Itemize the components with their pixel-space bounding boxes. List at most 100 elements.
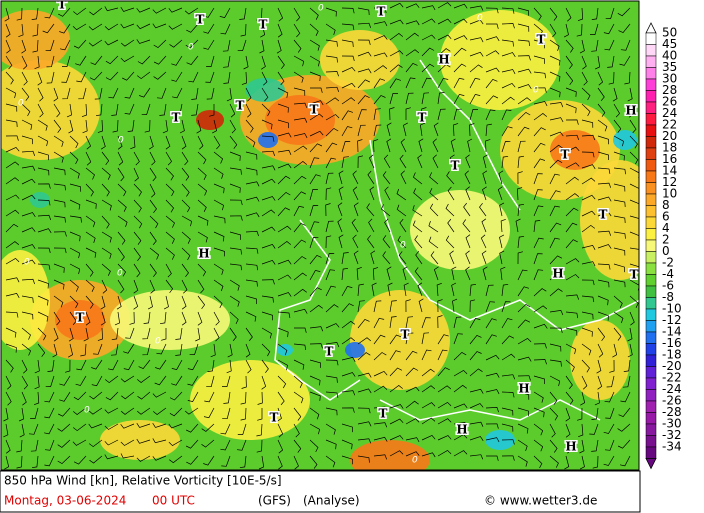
wind-barb — [389, 316, 397, 329]
wind-barb — [21, 244, 36, 249]
wind-barb — [5, 87, 17, 99]
wind-barb — [124, 103, 135, 115]
wind-barb — [432, 138, 439, 153]
wind-barb — [261, 259, 276, 265]
wind-barb — [565, 258, 580, 265]
wind-barb — [366, 203, 375, 217]
wind-barb — [4, 455, 10, 470]
wind-barb — [581, 244, 596, 250]
wind-barb — [405, 350, 418, 361]
wind-barb — [5, 194, 20, 201]
wind-barb — [136, 455, 151, 462]
wind-barb — [37, 295, 49, 306]
wind-barb — [517, 356, 532, 362]
wind-barb — [165, 215, 175, 228]
pressure-centre: T — [599, 208, 608, 222]
wind-barb — [370, 250, 376, 265]
wind-barb — [549, 131, 564, 137]
wind-barb — [181, 231, 191, 244]
wind-barb — [91, 359, 103, 370]
wind-barb — [517, 68, 532, 74]
wind-barb — [591, 7, 599, 20]
wind-barb — [30, 407, 39, 419]
wind-barb — [277, 119, 289, 129]
wind-barb — [515, 218, 521, 233]
wind-barb — [277, 241, 292, 249]
footer-run: (Analyse) — [303, 494, 360, 508]
wind-barb — [213, 231, 225, 242]
wind-barb — [549, 117, 564, 123]
colorbar-label: 18 — [662, 141, 677, 155]
wind-barb — [37, 199, 51, 206]
wind-barb — [258, 455, 265, 470]
wind-barb — [57, 423, 71, 432]
wind-barb — [293, 423, 300, 438]
wind-barb — [437, 64, 451, 73]
wind-barb — [597, 279, 610, 288]
wind-barb — [613, 231, 626, 239]
wind-barb — [32, 23, 39, 37]
wind-barb — [533, 55, 545, 64]
wind-barb — [465, 234, 471, 249]
wind-barb — [229, 247, 242, 255]
wind-barb — [240, 407, 247, 421]
wind-barb — [596, 359, 602, 374]
colorbar-swatch — [645, 239, 657, 252]
wind-barb — [453, 316, 462, 329]
wind-barb — [485, 36, 500, 42]
colorbar-swatch — [645, 136, 657, 149]
wind-barb — [104, 375, 119, 384]
wind-barb — [581, 55, 587, 70]
wind-barb — [142, 343, 151, 356]
wind-barb — [549, 439, 558, 453]
wind-barb — [609, 359, 615, 373]
wind-barb — [533, 391, 544, 403]
wind-barb — [229, 295, 240, 307]
wind-barb — [325, 323, 340, 329]
wind-barb — [517, 126, 530, 137]
wind-barb — [137, 55, 151, 65]
colorbar-label: 8 — [662, 198, 670, 212]
wind-barb — [309, 189, 318, 201]
wind-barb — [161, 328, 167, 341]
wind-barb — [37, 119, 48, 131]
wind-barb — [245, 279, 258, 287]
wind-barb — [123, 343, 135, 354]
wind-barb — [187, 391, 199, 403]
wind-barb — [517, 286, 530, 297]
wind-barb — [629, 247, 639, 250]
wind-barb — [21, 212, 36, 217]
wind-barb — [168, 7, 183, 13]
wind-barb — [603, 423, 615, 434]
colorbar-swatch — [645, 78, 657, 91]
wind-barb — [293, 308, 308, 314]
wind-barb — [220, 439, 231, 451]
wind-barb — [143, 311, 151, 324]
wind-barb — [578, 423, 584, 438]
wind-barb — [565, 239, 578, 249]
wind-barb — [243, 55, 249, 70]
wind-barb — [5, 209, 20, 217]
wind-barb — [453, 77, 465, 89]
vorticity-area — [613, 130, 637, 150]
wind-barb — [309, 304, 323, 313]
wind-barb — [21, 55, 28, 70]
wind-barb — [373, 108, 381, 121]
wind-barb — [533, 455, 543, 469]
wind-barb — [501, 335, 515, 345]
wind-barb — [245, 167, 258, 176]
wind-barb — [309, 359, 321, 368]
wind-barb — [293, 343, 307, 351]
wind-barb — [356, 266, 362, 281]
colorbar-label: 24 — [662, 106, 677, 120]
wind-barb — [165, 167, 174, 181]
wind-barb — [213, 311, 220, 326]
wind-barb — [187, 375, 199, 386]
wind-barb — [197, 215, 209, 226]
wind-barb — [405, 20, 420, 26]
wind-barb — [549, 55, 561, 66]
wind-barb — [613, 311, 624, 324]
wind-barb — [463, 202, 471, 217]
wind-barb — [517, 23, 530, 32]
wind-barb — [213, 263, 224, 275]
